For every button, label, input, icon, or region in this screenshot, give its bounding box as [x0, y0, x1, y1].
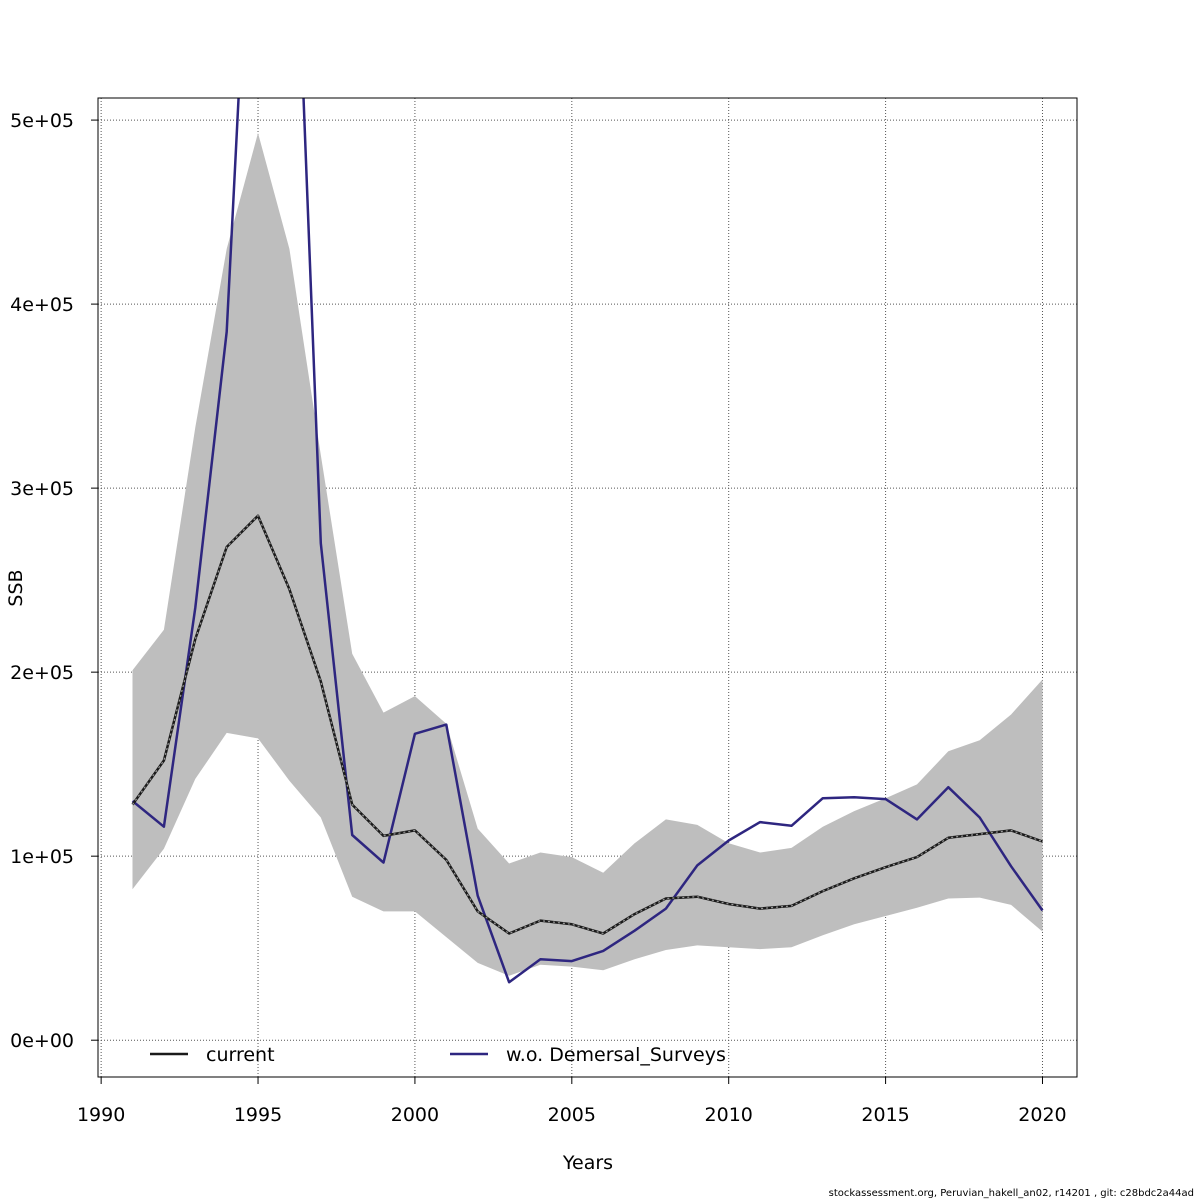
y-axis: 0e+00 1e+05 2e+05 3e+05 4e+05 5e+05	[10, 110, 98, 1052]
x-tick-label-2020: 2020	[1018, 1104, 1066, 1126]
footer-credit: stockassessment.org, Peruvian_hakell_an0…	[828, 1188, 1194, 1199]
x-axis-title: Years	[562, 1152, 613, 1174]
x-tick-label-1995: 1995	[234, 1104, 282, 1126]
series-layer	[131, 98, 1044, 984]
series-line-w-o-demersal-surveys	[131, 98, 1044, 984]
x-axis: 1990 1995 2000 2005 2010 2015 2020	[77, 1076, 1067, 1126]
legend-label-current: current	[206, 1044, 275, 1066]
x-tick-label-1990: 1990	[77, 1104, 125, 1126]
confidence-band	[132, 133, 1043, 976]
x-tick-label-2010: 2010	[705, 1104, 753, 1126]
y-tick-label-5: 5e+05	[10, 110, 74, 132]
y-tick-label-3: 3e+05	[10, 478, 74, 500]
y-axis-title: SSB	[5, 569, 27, 606]
x-tick-label-2005: 2005	[548, 1104, 596, 1126]
y-tick-label-0: 0e+00	[10, 1030, 74, 1052]
confidence-band-layer	[132, 133, 1043, 976]
x-tick-label-2015: 2015	[861, 1104, 909, 1126]
x-tick-label-2000: 2000	[391, 1104, 439, 1126]
legend-label-wo-demersal-surveys: w.o. Demersal_Surveys	[506, 1044, 726, 1066]
legend: current w.o. Demersal_Surveys	[150, 1044, 726, 1066]
y-tick-label-1: 1e+05	[10, 846, 74, 868]
y-tick-label-4: 4e+05	[10, 294, 74, 316]
series-line-overlay-current	[132, 514, 1043, 935]
y-tick-label-2: 2e+05	[10, 662, 74, 684]
